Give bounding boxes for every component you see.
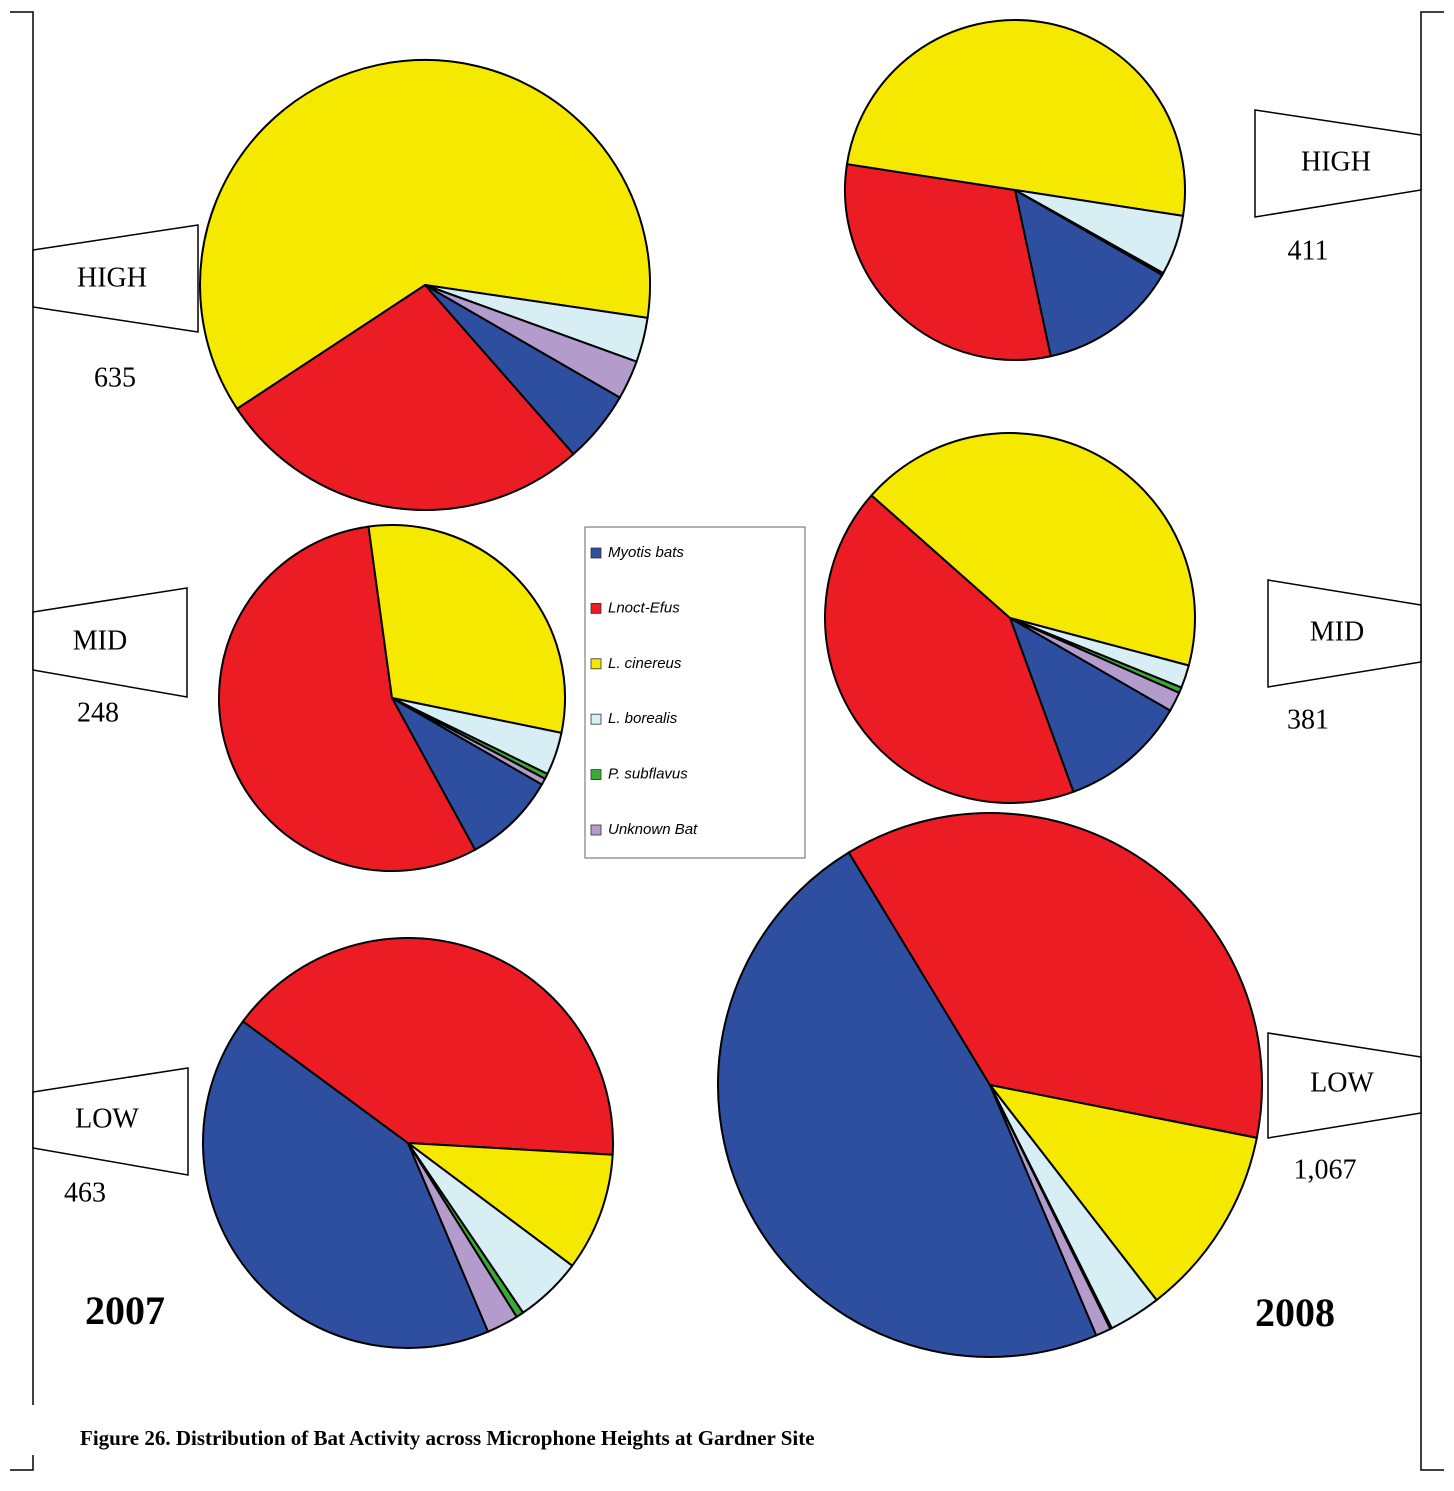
pie-slice bbox=[241, 937, 614, 1156]
pie-slice bbox=[424, 284, 638, 399]
height-label: LOW bbox=[75, 1103, 139, 1134]
pie-slice bbox=[870, 431, 1196, 667]
pie-slice bbox=[235, 283, 575, 511]
pie-slice bbox=[989, 1084, 1112, 1337]
legend-label: Myotis bats bbox=[608, 544, 684, 561]
pie-slice bbox=[823, 493, 1075, 804]
height-label: HIGH bbox=[77, 262, 147, 293]
legend-swatch bbox=[590, 713, 602, 725]
pie-slice bbox=[407, 1142, 519, 1334]
legend-label: P. subflavus bbox=[608, 766, 688, 783]
pie-slice bbox=[218, 525, 477, 873]
total-count: 411 bbox=[1288, 235, 1329, 266]
legend-box bbox=[584, 526, 806, 859]
legend-label: L. cinereus bbox=[608, 655, 682, 672]
pie-slice bbox=[1008, 615, 1172, 794]
label-callout bbox=[32, 587, 188, 698]
height-label: MID bbox=[1310, 616, 1364, 647]
label-callout bbox=[32, 224, 199, 333]
year-label: 2007 bbox=[85, 1288, 165, 1333]
pie-slice bbox=[202, 1019, 490, 1349]
total-count: 248 bbox=[77, 697, 119, 728]
label-callout bbox=[32, 1067, 189, 1176]
legend-swatch bbox=[590, 769, 602, 780]
pie-slice bbox=[844, 162, 1052, 361]
pie-slice bbox=[199, 59, 651, 411]
caption: Figure 26. Distribution of Bat Activity … bbox=[80, 1426, 815, 1450]
label-callout bbox=[1254, 109, 1422, 218]
legend-swatch bbox=[590, 603, 602, 614]
total-count: 635 bbox=[94, 362, 136, 393]
year-label: 2008 bbox=[1255, 1290, 1335, 1335]
pie-slice bbox=[1009, 617, 1181, 712]
height-label: LOW bbox=[1310, 1067, 1374, 1098]
total-count: 381 bbox=[1287, 704, 1329, 735]
height-label: MID bbox=[73, 625, 127, 656]
pie-slice bbox=[847, 812, 1263, 1140]
legend-swatch bbox=[590, 824, 602, 836]
pie-slice bbox=[404, 1141, 614, 1268]
label-callout bbox=[1267, 1032, 1422, 1139]
pie-slice bbox=[717, 851, 1098, 1359]
height-label: HIGH bbox=[1301, 146, 1371, 177]
legend-swatch bbox=[590, 658, 602, 670]
pie-slice bbox=[1014, 189, 1165, 277]
frame bbox=[10, 11, 1444, 1471]
pie-slice bbox=[845, 19, 1186, 218]
legend-swatch bbox=[590, 547, 602, 559]
pie-slice bbox=[367, 524, 566, 735]
label-callout bbox=[1267, 579, 1422, 688]
pie-slice bbox=[389, 695, 544, 852]
legend-label: Unknown Bat bbox=[608, 821, 698, 838]
total-count: 463 bbox=[64, 1177, 106, 1208]
legend-label: Lnoct-Efus bbox=[608, 599, 680, 616]
pie-slice bbox=[1013, 188, 1164, 358]
pie-slice bbox=[391, 697, 547, 786]
total-count: 1,067 bbox=[1294, 1154, 1357, 1185]
pie-slice bbox=[987, 1083, 1258, 1302]
legend-label: L. borealis bbox=[608, 710, 678, 727]
